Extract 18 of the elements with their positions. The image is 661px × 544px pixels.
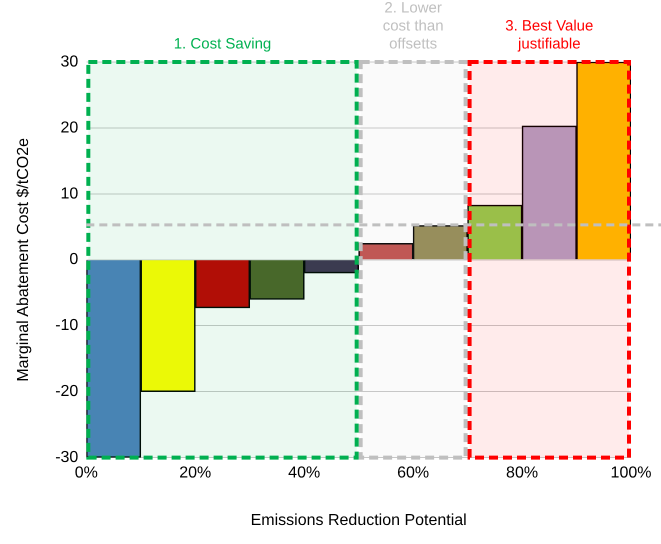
x-tick-label: 80% — [506, 464, 538, 482]
x-tick-label: 0% — [74, 464, 98, 482]
y-tick-label: 0 — [69, 251, 78, 268]
x-tick-label: 60% — [397, 464, 430, 482]
y-axis-title: Marginal Abatement Cost $/tCO2e — [15, 138, 32, 382]
x-axis-title: Emissions Reduction Potential — [250, 512, 467, 529]
band-label: 2. Lower cost than offsetts — [382, 0, 444, 53]
x-tick-label: 100% — [610, 464, 652, 482]
y-tick-label: 10 — [60, 185, 78, 202]
x-tick-label: 20% — [179, 464, 212, 482]
y-tick-label: -10 — [55, 317, 78, 334]
band-label: 1. Cost Saving — [174, 36, 272, 53]
y-tick-label: 20 — [60, 119, 78, 136]
y-tick-label: 30 — [60, 53, 78, 70]
y-tick-label: -30 — [55, 449, 78, 466]
band-label: 3. Best Value justifiable — [505, 18, 594, 53]
x-tick-label: 40% — [288, 464, 320, 482]
y-tick-label: -20 — [55, 383, 78, 400]
